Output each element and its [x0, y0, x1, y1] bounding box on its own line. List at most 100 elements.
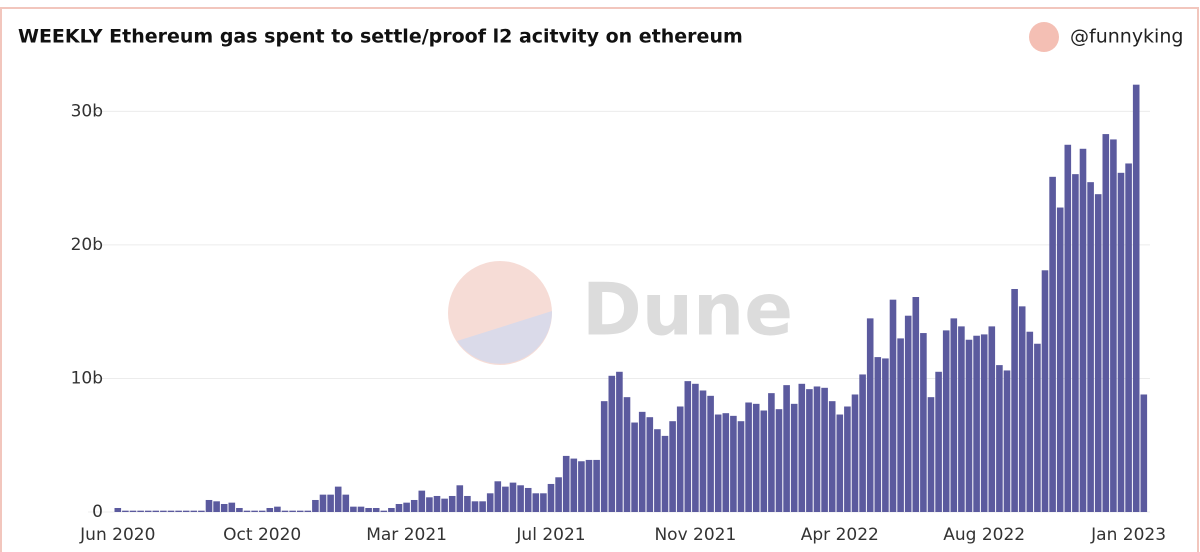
bar — [426, 497, 433, 512]
bar — [760, 410, 768, 512]
bar — [920, 333, 927, 512]
x-tick-label: Oct 2020 — [223, 525, 301, 545]
bar — [1018, 306, 1026, 512]
bar — [464, 495, 471, 512]
bar — [722, 413, 730, 512]
bar — [198, 510, 205, 512]
bar — [433, 495, 441, 512]
bar — [935, 371, 942, 512]
bar — [600, 401, 608, 512]
bar — [122, 510, 129, 512]
bar — [1140, 394, 1148, 512]
bar — [1034, 343, 1041, 512]
bar — [365, 507, 372, 512]
bar — [1094, 194, 1102, 512]
bar — [737, 421, 745, 512]
x-tick-label: Nov 2021 — [654, 525, 736, 545]
bar — [486, 493, 494, 512]
x-tick-label: Jun 2020 — [79, 525, 155, 545]
bar — [828, 401, 836, 512]
bar — [524, 487, 532, 512]
bar — [707, 395, 714, 512]
bar — [243, 510, 251, 512]
bar — [585, 459, 593, 512]
bar — [471, 501, 479, 512]
bar — [593, 459, 600, 512]
bar — [980, 334, 988, 512]
chart-title: WEEKLY Ethereum gas spent to settle/proo… — [18, 26, 743, 48]
bar — [616, 371, 623, 512]
x-tick-label: Jan 2023 — [1090, 525, 1166, 545]
bar — [973, 335, 980, 512]
x-tick-label: Aug 2022 — [943, 525, 1025, 545]
bar — [418, 490, 426, 512]
x-tick-label: Apr 2022 — [801, 525, 879, 545]
bar — [1003, 370, 1011, 512]
bar — [768, 393, 775, 512]
bar — [1132, 84, 1140, 512]
bar — [669, 421, 676, 512]
bar — [479, 501, 486, 512]
bar — [1064, 144, 1072, 512]
bar — [380, 510, 388, 512]
author: @funnyking — [1070, 26, 1183, 48]
bar — [950, 318, 958, 512]
bar — [205, 499, 213, 512]
bar — [160, 510, 167, 512]
bar — [730, 415, 737, 512]
bar — [327, 494, 334, 512]
bar — [114, 507, 122, 512]
bar — [942, 330, 950, 512]
bar — [1087, 182, 1094, 512]
bar — [912, 297, 920, 512]
bar — [502, 486, 509, 512]
bar — [319, 494, 327, 512]
bar — [555, 477, 562, 512]
bar — [137, 510, 144, 512]
x-tick-label: Mar 2021 — [366, 525, 447, 545]
bar — [1110, 139, 1117, 513]
bar — [1026, 331, 1034, 512]
bar — [403, 502, 410, 512]
bar — [129, 510, 137, 512]
bar — [540, 493, 547, 512]
x-tick-label: Jul 2021 — [515, 525, 585, 545]
avatar — [1029, 22, 1059, 52]
bar — [251, 510, 258, 512]
bar — [813, 386, 821, 512]
bar — [958, 326, 965, 512]
bar — [882, 358, 889, 512]
bar — [547, 483, 555, 512]
bar — [372, 507, 380, 512]
watermark-logo — [448, 261, 553, 365]
bar — [1041, 270, 1049, 512]
bar — [289, 510, 296, 512]
y-tick-label: 10b — [71, 368, 103, 388]
bar — [220, 503, 228, 512]
bar — [570, 458, 578, 512]
bar — [851, 394, 859, 512]
bar — [456, 485, 464, 512]
bar — [1049, 176, 1056, 512]
bar — [494, 481, 502, 512]
bar — [806, 389, 813, 512]
bar — [783, 385, 790, 512]
bar — [350, 506, 357, 512]
bar — [1102, 134, 1110, 512]
bar — [357, 506, 365, 512]
bar — [714, 414, 722, 512]
bar — [182, 510, 190, 512]
watermark: Dune — [582, 268, 793, 352]
bar — [821, 387, 828, 512]
bar — [395, 503, 403, 512]
bar — [562, 455, 570, 512]
bar — [274, 506, 281, 512]
bar — [798, 383, 806, 512]
bar — [874, 357, 882, 512]
bar — [334, 486, 342, 512]
bar — [532, 493, 540, 512]
bar — [441, 498, 448, 512]
bar — [844, 406, 851, 512]
bar — [1056, 207, 1064, 513]
bar — [897, 338, 904, 512]
